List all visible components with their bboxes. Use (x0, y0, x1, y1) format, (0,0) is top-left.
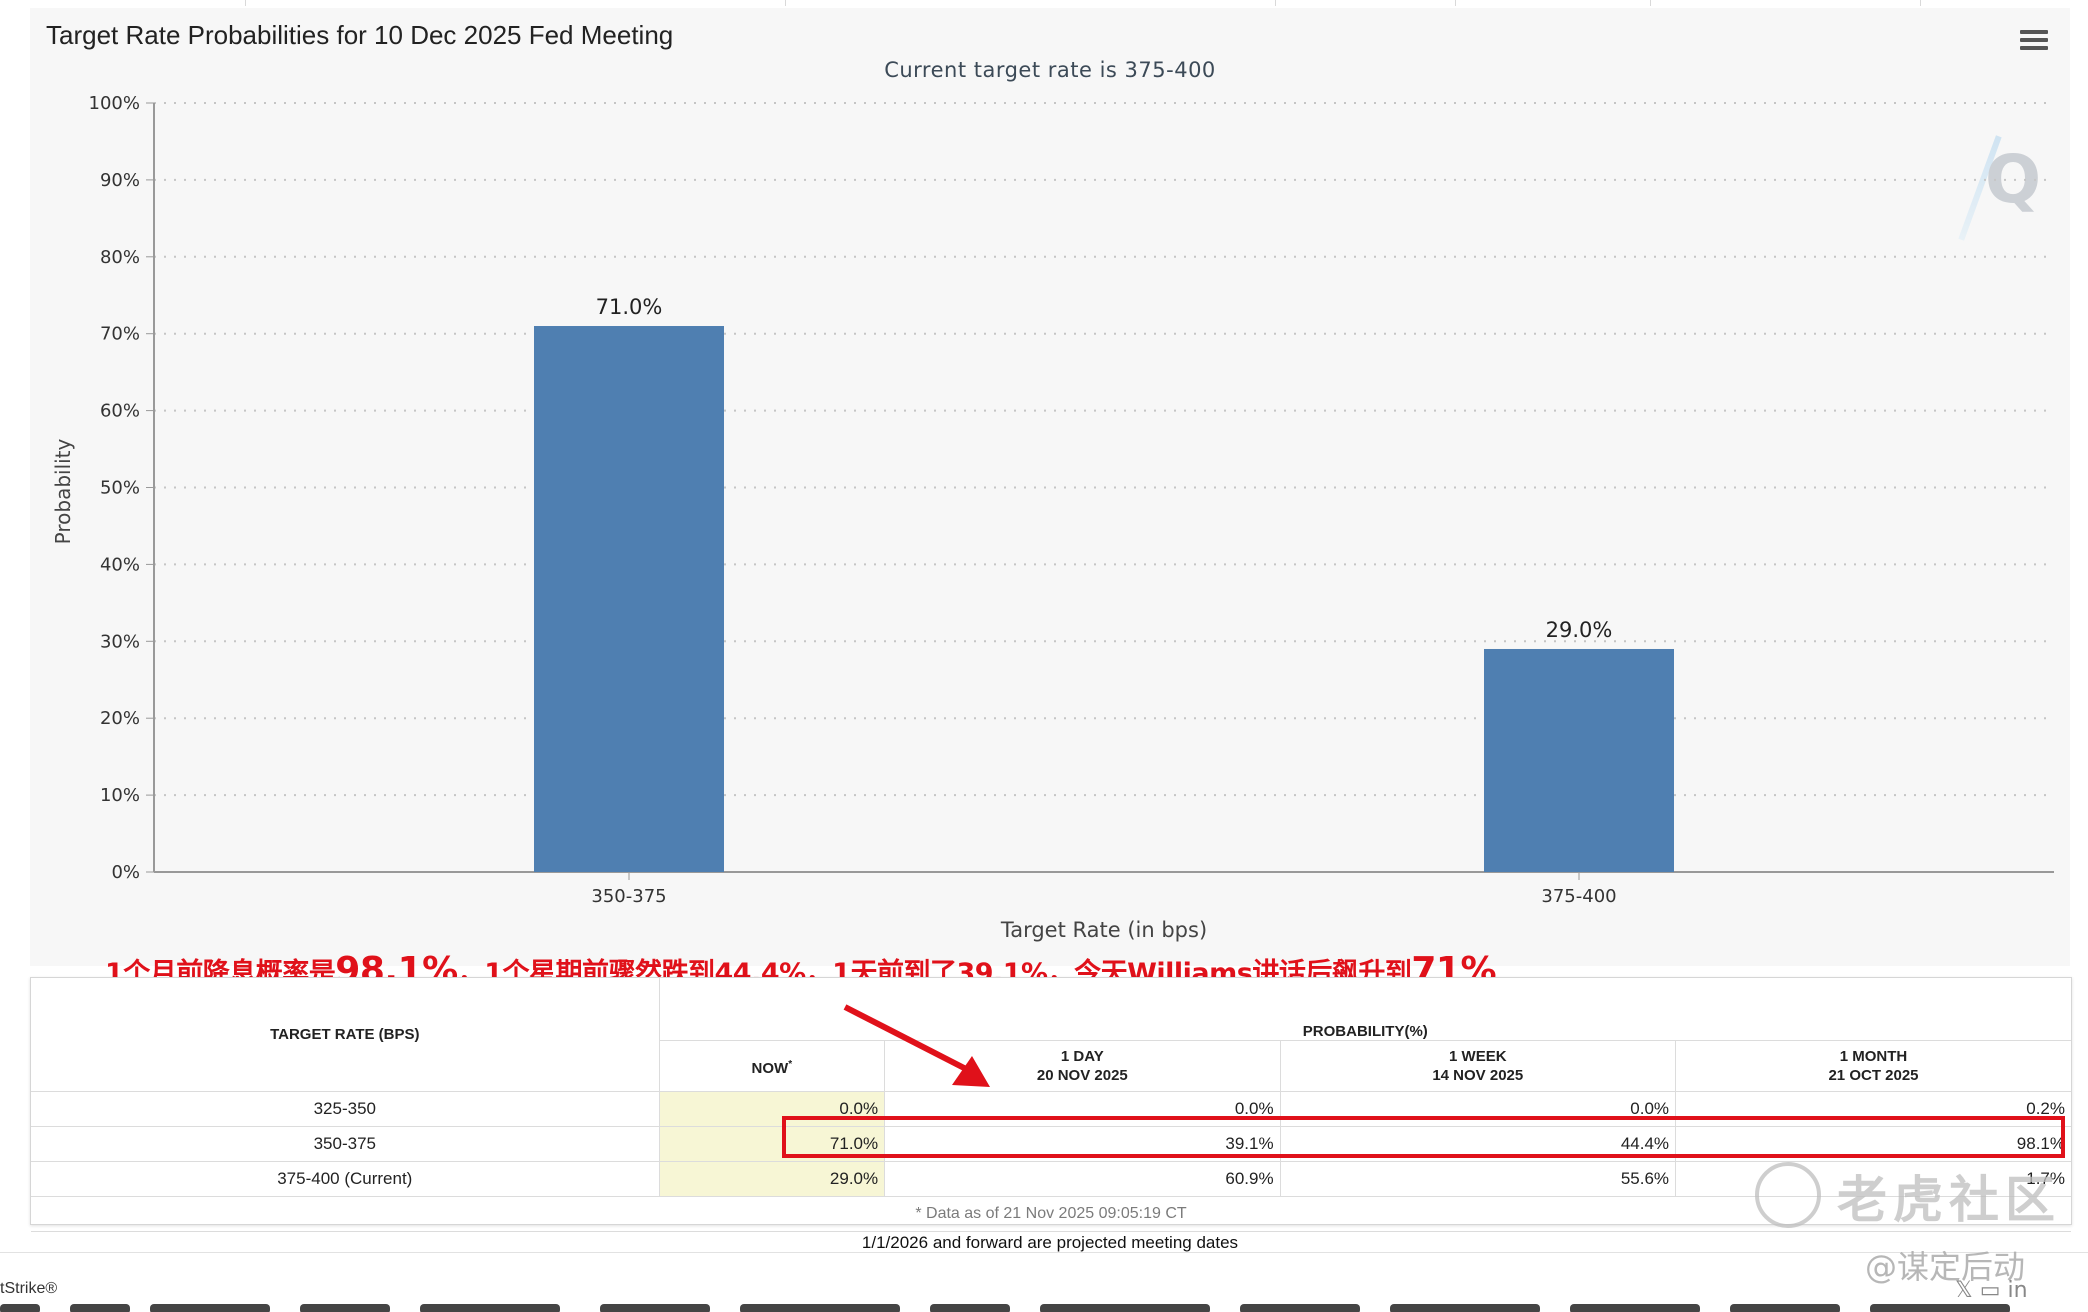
share-icons: 𝕏 ▭ in (1955, 1278, 2028, 1303)
y-tick-label: 90% (100, 170, 140, 191)
cut-off-text-line (0, 1300, 2088, 1312)
value-cell: 55.6% (1279, 1161, 1676, 1197)
y-tick-label: 0% (111, 862, 140, 883)
y-axis-title: Probability (51, 438, 75, 544)
col-header-now: NOW* (658, 1040, 885, 1092)
bar (1484, 648, 1674, 872)
value-cell-now: 71.0% (658, 1126, 885, 1162)
value-cell-now: 29.0% (658, 1161, 885, 1197)
table-row: 375-400 (Current) 29.0% 60.9% 55.6% 1.7% (31, 1161, 2071, 1197)
data-label: 71.0% (596, 295, 663, 319)
value-cell: 0.2% (1675, 1091, 2071, 1127)
value-cell: 39.1% (884, 1126, 1281, 1162)
table-row: 325-350 0.0% 0.0% 0.0% 0.2% (31, 1091, 2071, 1127)
chart-title: Target Rate Probabilities for 10 Dec 202… (46, 20, 674, 50)
y-tick-label: 100% (89, 93, 140, 114)
value-cell: 1.7% (1675, 1161, 2071, 1197)
chart-subtitle: Current target rate is 375-400 (884, 58, 1216, 82)
y-tick-label: 40% (100, 554, 140, 575)
value-cell: 0.0% (884, 1091, 1281, 1127)
y-tick-label: 30% (100, 631, 140, 652)
chart-panel: Target Rate Probabilities for 10 Dec 202… (30, 8, 2070, 966)
data-label: 29.0% (1546, 618, 1613, 642)
quikstrike-brand-text: tStrike® (0, 1280, 58, 1297)
value-cell: 44.4% (1279, 1126, 1676, 1162)
y-tick-label: 50% (100, 478, 140, 499)
table-header-row: TARGET RATE (BPS) PROBABILITY(%) (31, 978, 2071, 1092)
rate-cell: 375-400 (Current) (31, 1161, 660, 1197)
bar-chart: 0% 10% 20% 30% 40% 50% 60% 70% 80% 90% 100% 71.0% 35… (51, 93, 2054, 942)
col-header-1week: 1 WEEK 14 NOV 2025 (1279, 1040, 1676, 1092)
table-subheader-row: NOW* 1 DAY 20 NOV 2025 1 WEEK 14 NOV 2025 … (31, 1040, 2071, 1092)
value-cell-now: 0.0% (658, 1091, 885, 1127)
x-axis-title: Target Rate (in bps) (1000, 918, 1207, 942)
col-header-1day: 1 DAY 20 NOV 2025 (884, 1040, 1281, 1092)
y-tick-label: 10% (100, 785, 140, 806)
rate-cell: 325-350 (31, 1091, 660, 1127)
tiger-community-logo-icon (1755, 1162, 1821, 1228)
table-row: 350-375 71.0% 39.1% 44.4% 98.1% (31, 1126, 2071, 1162)
projected-meeting-note: 1/1/2026 and forward are projected meeti… (861, 1233, 1239, 1252)
y-tick-label: 60% (100, 401, 140, 422)
x-tick-label: 350-375 (591, 886, 666, 907)
probability-header: PROBABILITY(%) (659, 978, 2071, 1041)
value-cell: 60.9% (884, 1161, 1281, 1197)
y-tick-label: 20% (100, 708, 140, 729)
watermark-brand: 老虎社区 (1837, 1171, 2061, 1229)
x-tick-label: 375-400 (1541, 886, 1616, 907)
table-footnote-row: * Data as of 21 Nov 2025 09:05:19 CT (31, 1196, 2071, 1232)
target-rate-header: TARGET RATE (BPS) (31, 978, 660, 1092)
divider (0, 1252, 2088, 1253)
rate-cell: 350-375 (31, 1126, 660, 1162)
y-tick-label: 70% (100, 324, 140, 345)
value-cell: 0.0% (1279, 1091, 1676, 1127)
data-timestamp-footnote: * Data as of 21 Nov 2025 09:05:19 CT (31, 1196, 2071, 1232)
col-header-1month: 1 MONTH 21 OCT 2025 (1675, 1040, 2071, 1092)
bar (534, 326, 724, 872)
value-cell: 98.1% (1675, 1126, 2071, 1162)
watermark-author: @谋定后动 (1865, 1248, 2026, 1286)
y-tick-label: 80% (100, 247, 140, 268)
hamburger-menu-icon[interactable] (2020, 30, 2048, 54)
top-strip (0, 0, 2088, 8)
